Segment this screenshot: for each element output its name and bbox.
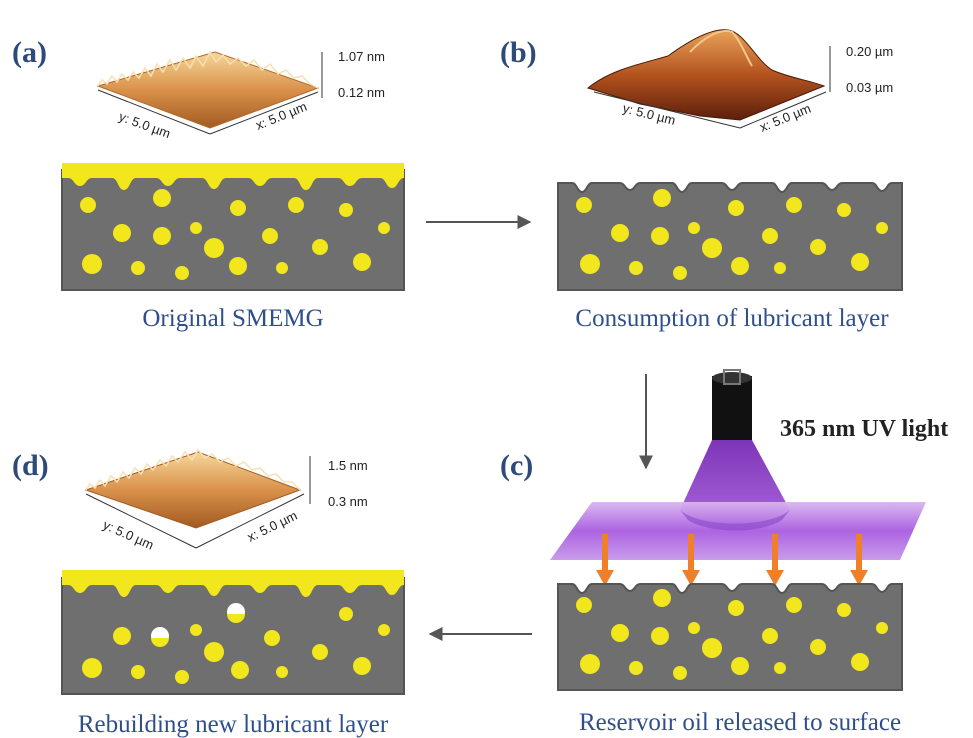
uv-light-label: 365 nm UV light (780, 416, 948, 442)
afm-b-zmin: 0.03 µm (846, 80, 893, 95)
matrix-block-d (61, 570, 405, 695)
matrix-block-b (557, 182, 903, 291)
emptied-reservoirs (151, 603, 245, 647)
afm-image-a: 1.07 nm 0.12 nm y: 5.0 µm x: 5.0 µm (96, 49, 385, 141)
panel-c-label: (c) (500, 449, 533, 482)
matrix-block-a (61, 163, 405, 291)
afm-b-zmax: 0.20 µm (846, 44, 893, 59)
uv-lamp-body (712, 376, 752, 440)
lubricant-layer-a (62, 163, 404, 190)
oil-release-arrows (596, 534, 868, 586)
caption-d: Rebuilding new lubricant layer (78, 711, 389, 738)
caption-b: Consumption of lubricant layer (575, 305, 889, 332)
afm-d-xaxis: x: 5.0 µm (245, 508, 300, 545)
uv-light-band (550, 502, 926, 560)
caption-c: Reservoir oil released to surface (579, 709, 901, 736)
afm-a-zmax: 1.07 nm (338, 49, 385, 64)
afm-d-yaxis: y: 5.0 µm (101, 517, 156, 553)
lubricant-layer-d (62, 570, 404, 597)
afm-a-zmin: 0.12 nm (338, 85, 385, 100)
panel-b-label: (b) (500, 36, 537, 69)
afm-image-b: 0.20 µm 0.03 µm y: 5.0 µm x: 5.0 µm (586, 29, 893, 135)
panel-a: (a) 1.07 nm 0.12 nm y: 5.0 µm x: 5.0 µm (12, 36, 405, 332)
panel-b: (b) 0.20 µm 0.03 µm y: 5.0 µm x: 5.0 µm (500, 29, 903, 332)
panel-c: (c) 365 nm UV light (500, 369, 948, 736)
caption-a: Original SMEMG (142, 305, 323, 332)
panel-a-label: (a) (12, 36, 47, 69)
afm-a-yaxis: y: 5.0 µm (117, 109, 173, 141)
afm-image-d: 1.5 nm 0.3 nm y: 5.0 µm x: 5.0 µm (84, 448, 368, 553)
matrix-block-c (557, 583, 903, 691)
afm-d-zmin: 0.3 nm (328, 494, 368, 509)
panel-d-label: (d) (12, 449, 49, 482)
afm-d-zmax: 1.5 nm (328, 458, 368, 473)
panel-d: (d) 1.5 nm 0.3 nm y: 5.0 µm x: 5.0 µm (12, 448, 405, 738)
uv-lamp (680, 369, 790, 524)
